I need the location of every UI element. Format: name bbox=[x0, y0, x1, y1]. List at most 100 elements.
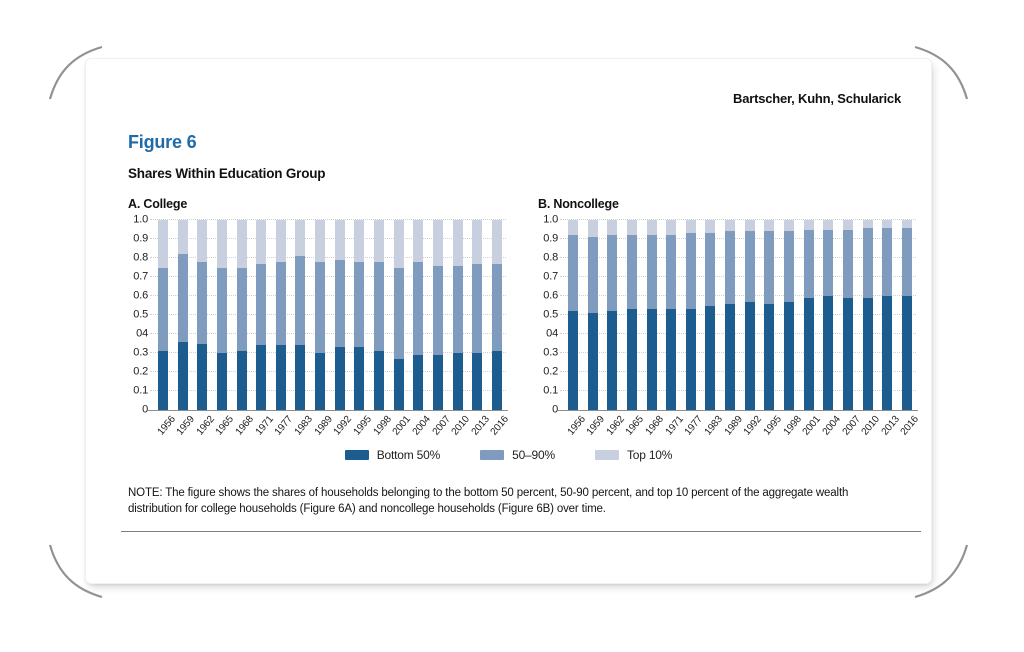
page-curl-icon bbox=[48, 544, 103, 599]
chart-body: 1.0 0.9 0.8 0.7 0.6 0.5 04 0.3 0.2 0.1 0 bbox=[538, 214, 918, 415]
stacked-bar-2016 bbox=[901, 220, 912, 410]
figure-note: NOTE: The figure shows the shares of hou… bbox=[128, 487, 849, 515]
chart-panel-noncollege: B. Noncollege 1.0 0.9 0.8 0.7 0.6 0.5 04 0.3 0.2… bbox=[538, 197, 921, 442]
bar-segment bbox=[334, 347, 345, 410]
x-slot: 2016 bbox=[489, 410, 511, 442]
chart-panel-college: A. College 1.0 0.9 0.8 0.7 0.6 0.5 04 0.3 0.2 0.1… bbox=[128, 197, 511, 442]
x-slot: 2016 bbox=[899, 410, 921, 442]
plot-area bbox=[148, 219, 508, 411]
bar-segment bbox=[842, 229, 853, 298]
legend-label: Top 10% bbox=[626, 448, 673, 462]
stacked-bar-2004 bbox=[413, 220, 424, 410]
x-slot: 1998 bbox=[781, 410, 803, 442]
y-tick-label: 1.0 bbox=[543, 213, 558, 226]
x-tick-label: 1977 bbox=[683, 414, 706, 438]
x-slot: 1977 bbox=[273, 410, 295, 442]
x-slot: 1956 bbox=[155, 410, 177, 442]
bar-segment bbox=[432, 354, 443, 410]
legend-swatch-icon bbox=[344, 450, 369, 460]
bar-segment bbox=[842, 297, 853, 410]
stacked-bar-2010 bbox=[452, 220, 463, 410]
bar-segment bbox=[334, 259, 345, 348]
gridline bbox=[150, 371, 506, 372]
stacked-bar-1992 bbox=[334, 220, 345, 410]
stacked-bar-2013 bbox=[472, 220, 483, 410]
legend-swatch-icon bbox=[480, 450, 505, 460]
y-tick-label: 0 bbox=[552, 403, 558, 416]
page-curl-icon bbox=[914, 45, 969, 100]
bar-segment bbox=[216, 353, 227, 410]
bar-segment bbox=[784, 220, 795, 232]
stacked-bar-2016 bbox=[491, 220, 502, 410]
bar-segment bbox=[862, 297, 873, 410]
bar-segment bbox=[216, 220, 227, 268]
bar-segment bbox=[646, 220, 657, 236]
bar-segment bbox=[177, 341, 188, 410]
bar-segment bbox=[666, 235, 677, 310]
y-axis: 1.0 0.9 0.8 0.7 0.6 0.5 04 0.3 0.2 0.1 0 bbox=[128, 214, 154, 415]
y-tick-label: 0.5 bbox=[543, 308, 558, 321]
plot-area bbox=[558, 219, 918, 411]
stacked-bar-1989 bbox=[725, 220, 736, 410]
bar-segment bbox=[413, 220, 424, 262]
stacked-bar-1968 bbox=[236, 220, 247, 410]
gridline bbox=[560, 333, 916, 334]
y-tick-label: 1.0 bbox=[133, 213, 148, 226]
bar-segment bbox=[587, 220, 598, 238]
stacked-bar-1977 bbox=[685, 220, 696, 410]
y-axis: 1.0 0.9 0.8 0.7 0.6 0.5 04 0.3 0.2 0.1 0 bbox=[538, 214, 564, 415]
bar-segment bbox=[256, 345, 267, 410]
x-tick-label: 1959 bbox=[174, 414, 198, 438]
bar-segment bbox=[607, 311, 618, 410]
bar-segment bbox=[764, 303, 775, 410]
bar-segment bbox=[685, 233, 696, 310]
bar-segment bbox=[354, 261, 365, 348]
bar-segment bbox=[803, 229, 814, 298]
bar-segment bbox=[295, 220, 306, 257]
gridline bbox=[150, 276, 506, 277]
stacked-bar-1995 bbox=[354, 220, 365, 410]
x-slot: 1992 bbox=[742, 410, 764, 442]
bar-segment bbox=[315, 353, 326, 410]
x-tick-label: 1965 bbox=[214, 414, 237, 438]
x-tick-label: 2016 bbox=[489, 414, 512, 438]
bar-segment bbox=[568, 311, 578, 410]
x-axis-labels: 1956 1959 1962 1965 1968 1971 1977 1983 1989 1992… bbox=[154, 410, 511, 442]
bar-segment bbox=[393, 267, 404, 359]
bar-segment bbox=[432, 220, 443, 266]
x-tick-label: 1992 bbox=[741, 414, 765, 438]
x-slot: 2001 bbox=[391, 410, 413, 442]
gridline bbox=[150, 390, 506, 391]
bar-segment bbox=[216, 267, 227, 353]
y-tick-label: 0.8 bbox=[133, 251, 148, 264]
charts-row: A. College 1.0 0.9 0.8 0.7 0.6 0.5 04 0.3 0.2 0.1… bbox=[128, 197, 931, 442]
stacked-bar-2013 bbox=[882, 220, 893, 410]
stacked-bar-2010 bbox=[862, 220, 873, 410]
gridline bbox=[560, 257, 916, 258]
page-curl-icon bbox=[914, 544, 969, 599]
bar-segment bbox=[315, 261, 326, 353]
x-tick-label: 2007 bbox=[840, 414, 863, 438]
bar-segment bbox=[882, 220, 893, 228]
bar-segment bbox=[177, 254, 188, 342]
x-tick-label: 1995 bbox=[761, 414, 784, 438]
y-tick-label: 0.6 bbox=[133, 289, 148, 302]
x-tick-label: 2001 bbox=[390, 414, 414, 438]
bar-segment bbox=[354, 347, 365, 410]
bar-segment bbox=[374, 261, 385, 352]
stacked-bar-1971 bbox=[256, 220, 267, 410]
bar-segment bbox=[452, 220, 463, 266]
bar-segment bbox=[158, 267, 168, 352]
x-slot: 1956 bbox=[565, 410, 587, 442]
bar-segment bbox=[842, 220, 853, 230]
bar-segment bbox=[472, 263, 483, 353]
bar-segment bbox=[646, 235, 657, 310]
bar-segment bbox=[432, 265, 443, 355]
x-slot: 1995 bbox=[352, 410, 374, 442]
y-tick-label: 0.1 bbox=[133, 384, 148, 397]
y-tick-label: 0.9 bbox=[543, 232, 558, 245]
bar-segment bbox=[725, 303, 736, 410]
bar-segment bbox=[666, 309, 677, 410]
bar-segment bbox=[862, 220, 873, 228]
bar-segment bbox=[784, 231, 795, 302]
